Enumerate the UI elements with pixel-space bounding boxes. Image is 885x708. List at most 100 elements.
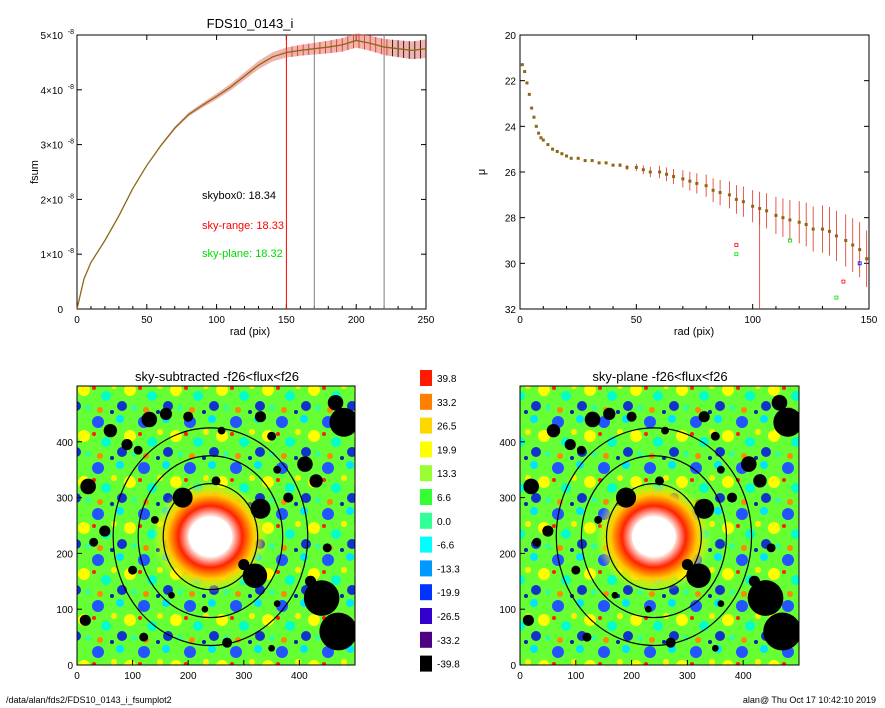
y-axis-label: μ (476, 169, 488, 175)
data-point (537, 131, 541, 135)
profile-line (76, 39, 427, 310)
sky-plane-image: sky-plane -f26<flux<f26 0 100 200 300 400 0 10… (499, 369, 800, 682)
masked-source (309, 474, 323, 488)
masked-source (522, 614, 534, 626)
galaxy-core (188, 516, 233, 557)
y-tick-label: 300 (499, 494, 516, 505)
masked-source (322, 543, 332, 553)
data-point (688, 179, 692, 183)
colorbar-swatch (420, 393, 432, 410)
colorbar-label: 6.6 (437, 493, 451, 504)
sky-subtracted-image: sky-subtracted -f26<flux<f26 0 100 200 300 4… (56, 369, 356, 682)
masked-source (753, 474, 767, 488)
image-title: sky-plane -f26<flux<f26 (592, 369, 727, 384)
masked-source (79, 614, 91, 626)
data-point (672, 175, 676, 179)
data-point (734, 197, 738, 201)
data-point (665, 172, 669, 176)
y-tick-label: 28 (505, 214, 517, 225)
colorbar-label: 33.2 (437, 398, 457, 409)
masked-source (542, 525, 554, 537)
masked-source (327, 394, 344, 411)
galaxy-core (631, 516, 676, 557)
masked-source (99, 525, 111, 537)
x-tick-label: 0 (74, 315, 80, 326)
error-band (160, 33, 426, 147)
colorbar-label: 39.8 (437, 374, 457, 385)
colorbar-label: 0.0 (437, 517, 451, 528)
data-point (851, 243, 855, 247)
data-point (539, 136, 543, 140)
colorbar-swatch (420, 560, 432, 577)
masked-source (80, 478, 96, 495)
masked-source (576, 445, 586, 455)
y-tick-label: 0 (67, 661, 73, 672)
y-tick-exponent: -8 (68, 248, 74, 255)
y-tick-label: 5×10 (40, 31, 63, 42)
masked-source (571, 565, 581, 575)
data-point (551, 147, 555, 151)
data-point (834, 234, 838, 238)
x-tick-label: 0 (74, 671, 80, 682)
y-tick-label: 26 (505, 168, 517, 179)
masked-source (532, 537, 542, 547)
masked-source (254, 411, 267, 423)
masked-source (766, 543, 776, 553)
masked-source (303, 580, 340, 616)
data-point (858, 248, 862, 252)
x-tick-label: 300 (679, 671, 696, 682)
colorbar-swatch (420, 608, 432, 624)
x-tick-label: 150 (861, 315, 878, 326)
masked-source (615, 487, 637, 508)
masked-source (727, 492, 738, 503)
masked-source (250, 498, 271, 519)
masked-source (183, 411, 194, 422)
footer-path: /data/alan/fds2/FDS10_0143_i_fsumplot2 (6, 695, 172, 705)
data-point (634, 165, 638, 169)
x-tick-label: 100 (744, 315, 761, 326)
masked-source (238, 559, 250, 571)
data-point (525, 81, 529, 85)
masked-source (582, 632, 592, 642)
masked-source (283, 492, 294, 503)
colorbar-swatch (420, 489, 432, 505)
y-tick-label: 20 (505, 31, 517, 42)
data-point (590, 159, 594, 163)
masked-source (747, 580, 784, 616)
masked-source (141, 411, 158, 428)
colorbar: 39.8 33.2 26.5 19.9 13.3 6.6 0.0 -6.6 -13.3 -19.9… (420, 370, 460, 672)
plot-area (520, 63, 869, 309)
masked-source (139, 632, 149, 642)
data-point (569, 156, 573, 160)
masked-source (329, 407, 355, 437)
image-axes: 0 100 200 300 400 0 100 200 300 400 (499, 385, 800, 682)
x-tick-label: 0 (517, 671, 523, 682)
data-point (788, 218, 792, 222)
image-content (77, 386, 355, 665)
data-point (681, 177, 685, 181)
masked-source (150, 516, 159, 524)
y-tick-label: 0 (57, 305, 63, 316)
masked-source (159, 407, 173, 421)
y-tick-label: 300 (56, 494, 73, 505)
data-point (797, 220, 801, 224)
masked-source (603, 407, 616, 421)
masked-source (626, 411, 637, 422)
masked-source (584, 411, 601, 428)
data-point (765, 209, 769, 213)
y-tick-label: 32 (505, 305, 517, 316)
outlier-point (787, 238, 792, 243)
x-tick-label: 100 (208, 315, 225, 326)
data-point (774, 213, 778, 217)
masked-source (717, 600, 725, 607)
masked-source (655, 476, 664, 486)
masked-source (611, 591, 619, 599)
isophote-ellipse (555, 427, 753, 647)
data-point (520, 63, 524, 67)
masked-source (222, 637, 233, 648)
colorbar-label: 13.3 (437, 469, 457, 480)
y-tick-label: 100 (499, 605, 516, 616)
masked-source (319, 612, 355, 651)
surface-brightness-chart: 0 50 100 150 20 22 24 26 28 30 32 rad (pix) μ (476, 31, 878, 338)
colorbar-label: -26.5 (437, 612, 460, 623)
